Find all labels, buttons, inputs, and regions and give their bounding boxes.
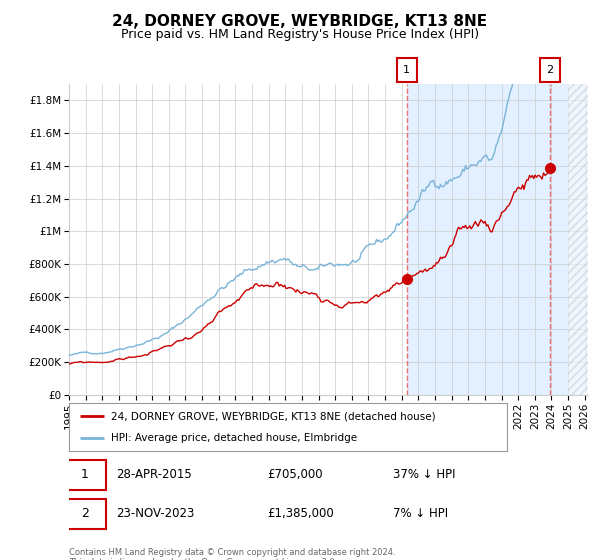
FancyBboxPatch shape [64, 499, 106, 529]
Text: 1: 1 [81, 468, 89, 481]
Bar [407, 84, 588, 395]
Text: HPI: Average price, detached house, Elmbridge: HPI: Average price, detached house, Elmb… [110, 433, 357, 443]
FancyBboxPatch shape [540, 58, 560, 82]
Text: 2: 2 [81, 507, 89, 520]
Text: 1: 1 [403, 65, 410, 75]
Bar [568, 84, 588, 395]
Text: 28-APR-2015: 28-APR-2015 [116, 468, 192, 481]
Text: Contains HM Land Registry data © Crown copyright and database right 2024.
This d: Contains HM Land Registry data © Crown c… [69, 548, 395, 560]
FancyBboxPatch shape [397, 58, 416, 82]
Text: 24, DORNEY GROVE, WEYBRIDGE, KT13 8NE: 24, DORNEY GROVE, WEYBRIDGE, KT13 8NE [112, 14, 488, 29]
FancyBboxPatch shape [64, 460, 106, 489]
Text: Price paid vs. HM Land Registry's House Price Index (HPI): Price paid vs. HM Land Registry's House … [121, 28, 479, 41]
Text: £1,385,000: £1,385,000 [268, 507, 334, 520]
Text: 23-NOV-2023: 23-NOV-2023 [116, 507, 194, 520]
Text: 2: 2 [546, 65, 553, 75]
Text: 7% ↓ HPI: 7% ↓ HPI [392, 507, 448, 520]
Text: 37% ↓ HPI: 37% ↓ HPI [392, 468, 455, 481]
Text: 24, DORNEY GROVE, WEYBRIDGE, KT13 8NE (detached house): 24, DORNEY GROVE, WEYBRIDGE, KT13 8NE (d… [110, 411, 435, 421]
Text: £705,000: £705,000 [268, 468, 323, 481]
